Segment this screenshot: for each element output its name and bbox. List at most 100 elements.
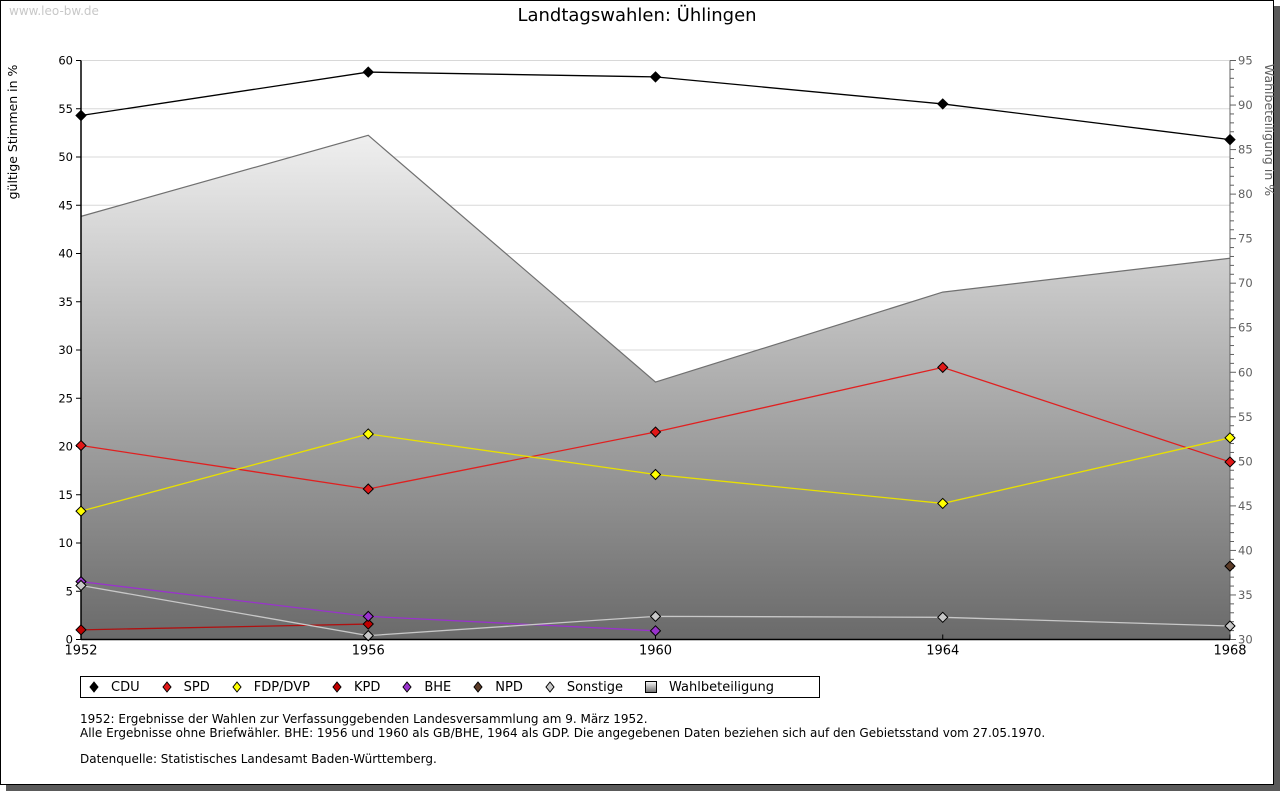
y-tick-label: 0: [66, 633, 73, 647]
y-tick-label: 25: [58, 391, 73, 405]
legend-label: KPD: [353, 679, 381, 695]
y2-tick-label: 30: [1238, 633, 1253, 647]
legend-item: SPD: [161, 679, 210, 695]
y-tick-label: 20: [58, 440, 73, 454]
data-point-sonstige: [937, 611, 949, 624]
y2-axis-label: Wahlbeteiligung in %: [1262, 64, 1274, 196]
legend-diamond-shape: [89, 681, 99, 693]
data-point-fdp-dvp: [937, 497, 949, 510]
chart-title: Landtagswahlen: Ühlingen: [517, 5, 757, 26]
data-point-spd: [937, 361, 949, 374]
data-point-cdu: [75, 109, 87, 122]
data-point-kpd: [75, 624, 87, 636]
data-point-cdu: [362, 66, 374, 78]
note-line: Alle Ergebnisse ohne Briefwähler. BHE: 1…: [80, 725, 1046, 740]
note-line: 1952: Ergebnisse der Wahlen zur Verfassu…: [80, 712, 648, 726]
data-point-npd: [1224, 560, 1236, 572]
legend-diamond-icon: [161, 681, 172, 693]
y2-tick-label: 60: [1238, 365, 1253, 379]
data-point-sonstige: [75, 579, 87, 592]
data-point-sonstige: [1224, 620, 1236, 632]
data-point-bhe: [362, 610, 374, 623]
legend-item: KPD: [332, 680, 380, 695]
axes: 0 5 10 15 20 25 30 35 40 45 50 55 60 30 35 40 45 50 55 60 65…: [58, 54, 1252, 659]
x-tick-label: 1960: [639, 644, 672, 659]
chart-notes: 1952: Ergebnisse der Wahlen zur Verfassu…: [80, 712, 1046, 767]
y-tick-label: 10: [58, 536, 73, 550]
y-tick-label: 55: [58, 102, 73, 116]
y-tick-label: 5: [66, 584, 73, 598]
legend-label: CDU: [111, 679, 140, 695]
y2-tick-label: 55: [1238, 410, 1253, 424]
y-tick-label: 40: [58, 247, 73, 261]
chart-svg: 0 5 10 15 20 25 30 35 40 45 50 55 60 30 35 40 45 50 55 60 65…: [5, 54, 1274, 659]
legend-label: SPD: [183, 679, 210, 695]
legend-diamond-shape: [161, 681, 172, 693]
y2-tick-label: 65: [1238, 321, 1253, 335]
legend-diamond-shape: [402, 681, 412, 693]
y-tick-label: 60: [58, 54, 73, 68]
legend-box-icon: [645, 681, 658, 693]
data-point-sonstige: [649, 610, 662, 623]
watermark: www.leo-bw.de: [9, 4, 99, 18]
legend-diamond-icon: [402, 681, 412, 693]
y-tick-label: 45: [58, 198, 73, 212]
y2-tick-label: 95: [1238, 54, 1253, 68]
y2-tick-label: 40: [1238, 543, 1253, 557]
y2-tick-label: 50: [1238, 454, 1253, 468]
legend-diamond-shape: [545, 681, 555, 693]
legend-diamond-icon: [545, 681, 555, 693]
data-point-cdu: [649, 71, 662, 83]
turnout-area: [80, 134, 1231, 640]
data-point-spd: [649, 426, 662, 438]
y-tick-label: 15: [58, 488, 73, 502]
x-tick-label: 1968: [1213, 644, 1246, 659]
y2-tick-label: 70: [1238, 276, 1253, 290]
series-markers: [75, 66, 1236, 642]
legend: CDU SPD FDP/DVP KPD BHE NPD Sonstige Wahlbeteil…: [80, 676, 820, 698]
legend-diamond-icon: [89, 681, 99, 693]
x-tick-label: 1956: [352, 644, 385, 659]
y-axis-label: gültige Stimmen in %: [5, 64, 20, 199]
data-point-kpd: [362, 618, 374, 630]
y2-tick-label: 90: [1238, 98, 1253, 112]
data-point-fdp-dvp: [1224, 432, 1236, 444]
data-point-fdp-dvp: [649, 468, 662, 481]
legend-label: Sonstige: [566, 679, 624, 695]
frame-shadow-bottom: [6, 785, 1280, 791]
data-point-spd: [1224, 456, 1236, 468]
frame-shadow-right: [1274, 6, 1280, 791]
legend-diamond-shape: [473, 681, 483, 693]
legend-label: BHE: [424, 679, 452, 695]
series-line-kpd: [80, 623, 369, 631]
y2-tick-label: 80: [1238, 187, 1253, 201]
data-point-bhe: [649, 625, 662, 637]
data-point-spd: [75, 439, 87, 452]
x-tick-label: 1952: [64, 644, 97, 659]
y-tick-label: 50: [58, 150, 73, 164]
y2-tick-label: 85: [1238, 143, 1253, 157]
x-tick-label: 1964: [926, 644, 959, 659]
legend-item: BHE: [402, 680, 451, 695]
legend-diamond-shape: [332, 681, 342, 693]
legend-item: Sonstige: [545, 680, 623, 695]
y2-tick-label: 45: [1238, 499, 1253, 513]
y-tick-label: 30: [58, 343, 73, 357]
legend-item: NPD: [473, 680, 523, 695]
data-point-cdu: [937, 98, 949, 110]
data-point-fdp-dvp: [75, 505, 87, 517]
y-tick-label: 35: [58, 295, 73, 309]
legend-diamond-icon: [473, 681, 483, 693]
legend-label: Wahlbeteiligung: [669, 679, 775, 695]
legend-diamond-shape: [232, 681, 242, 693]
data-point-spd: [362, 483, 374, 495]
legend-item: CDU: [89, 680, 140, 695]
data-point-cdu: [1224, 133, 1236, 146]
data-point-sonstige: [362, 629, 374, 642]
legend-label: FDP/DVP: [253, 679, 310, 695]
note-source: Datenquelle: Statistisches Landesamt Bad…: [80, 752, 437, 766]
legend-item: FDP/DVP: [232, 680, 310, 695]
legend-item: Wahlbeteiligung: [645, 680, 774, 695]
legend-diamond-icon: [332, 681, 342, 693]
data-point-fdp-dvp: [362, 428, 374, 440]
